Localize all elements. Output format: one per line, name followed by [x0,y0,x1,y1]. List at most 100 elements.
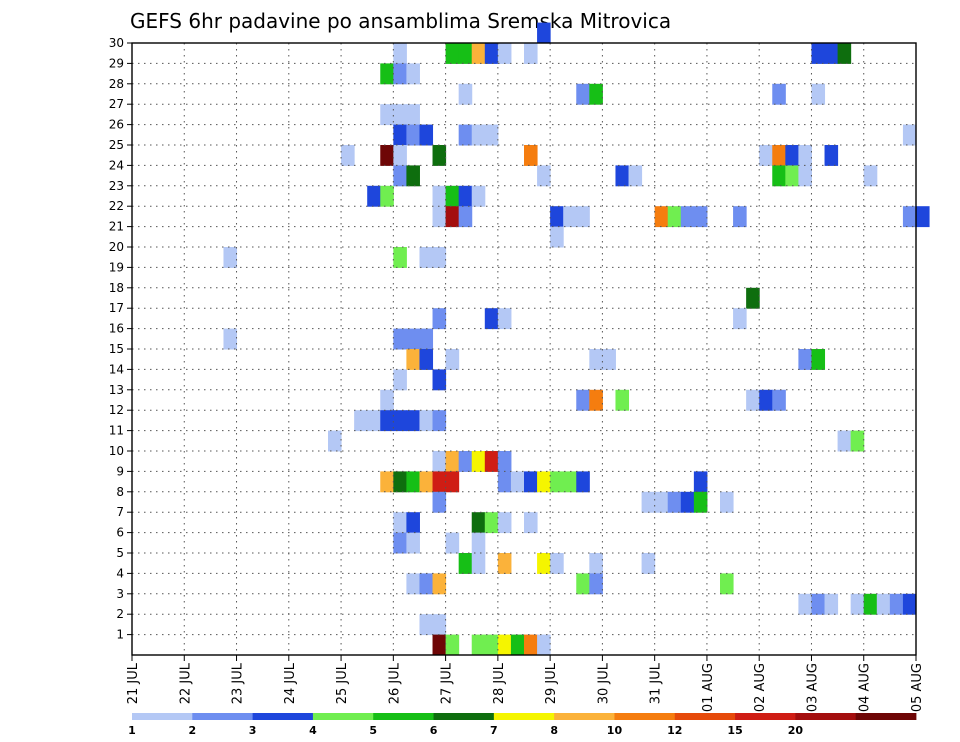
heatmap-cell [432,614,447,636]
heatmap-cell [471,185,486,207]
heatmap-cell [785,145,799,166]
heatmap-cell [772,165,786,187]
heatmap-cell [746,287,760,309]
heatmap-cell [589,389,603,411]
y-tick-label: 10 [109,444,124,458]
heatmap-cell [628,165,643,187]
color-legend-swatch [795,713,857,720]
heatmap-cell [432,634,447,656]
y-tick-label: 26 [109,118,124,132]
x-tick-label: 27 JUL [440,662,455,704]
heatmap-cell [811,349,826,370]
heatmap-cell [589,573,603,595]
heatmap-cell [380,185,394,207]
heatmap-cell [419,410,434,432]
heatmap-cell [537,634,551,656]
heatmap-cell [693,206,708,228]
heatmap-cell [432,247,447,268]
heatmap-cell [746,389,760,411]
y-tick-label: 24 [109,158,124,172]
heatmap-cell [876,593,891,615]
heatmap-cell [667,206,682,228]
heatmap-cell [471,634,486,656]
y-axis: 1234567891011121314151617181920212223242… [109,36,132,642]
heatmap-cell [471,553,486,574]
color-legend-label: 8 [550,724,558,737]
heatmap-cell [837,43,852,64]
y-tick-label: 29 [109,56,124,70]
y-tick-label: 30 [109,36,124,50]
heatmap-cell [445,451,460,472]
heatmap-cell [824,593,839,615]
heatmap-cell [693,491,708,513]
heatmap-cell [328,430,342,452]
heatmap-cell [497,553,512,574]
heatmap-cell [445,532,460,554]
heatmap-cell [406,512,420,534]
y-tick-label: 21 [109,220,124,234]
x-tick-label: 31 JUL [649,662,664,704]
y-tick-label: 22 [109,199,124,213]
heatmap-cell [445,471,460,493]
heatmap-cell [367,410,381,432]
heatmap-cell [419,573,434,595]
heatmap-cell [667,491,682,513]
heatmap-cell [471,512,486,534]
heatmap-cell [641,553,656,574]
y-tick-label: 3 [116,587,124,601]
heatmap-cell [654,206,669,228]
y-tick-label: 27 [109,97,124,111]
heatmap-cell [393,104,407,126]
heatmap-cell [393,247,407,268]
y-tick-label: 6 [116,526,124,540]
x-tick-label: 26 JUL [387,662,402,704]
y-tick-label: 19 [109,260,124,274]
heatmap-cell [550,553,564,574]
y-tick-label: 1 [116,628,124,642]
heatmap-cell [393,63,407,85]
heatmap-cell [393,369,407,391]
heatmap-cell [484,451,499,472]
heatmap-cell [510,471,525,493]
heatmap-cell [772,389,786,411]
heatmap-cell [458,124,473,146]
y-tick-label: 17 [109,301,124,315]
heatmap-cell [537,22,551,44]
heatmap-cell [406,328,420,350]
color-legend-swatch [312,713,374,720]
color-legend-swatch [132,713,193,720]
heatmap-cell [537,553,551,574]
y-tick-label: 20 [109,240,124,254]
heatmap-cell [484,634,499,656]
heatmap-cell [445,634,460,656]
color-legend-label: 20 [788,724,804,737]
color-legend-swatch [614,713,676,720]
x-tick-label: 23 JUL [231,662,246,704]
heatmap-cell [902,206,917,228]
y-tick-label: 18 [109,281,124,295]
heatmap-cell [654,491,669,513]
heatmap-cell [393,410,407,432]
heatmap-cell [484,124,499,146]
color-legend-swatch [674,713,736,720]
heatmap-cell [497,451,512,472]
y-tick-label: 12 [109,403,124,417]
heatmap-cell [811,593,826,615]
heatmap-cell [419,471,434,493]
y-tick-label: 23 [109,179,124,193]
heatmap-cell [380,410,394,432]
y-tick-label: 11 [109,424,124,438]
heatmap-cell [889,593,904,615]
heatmap-cell [223,328,238,350]
heatmap-cell [432,573,447,595]
heatmap-cell [432,471,447,493]
heatmap-cell [380,471,394,493]
heatmap-cell [484,512,499,534]
heatmap-cell [798,165,812,187]
heatmap-cell [902,593,917,615]
heatmap-cell [589,349,603,370]
heatmap-cell [445,43,460,64]
y-tick-label: 16 [109,322,124,336]
heatmap-cell [432,145,447,166]
